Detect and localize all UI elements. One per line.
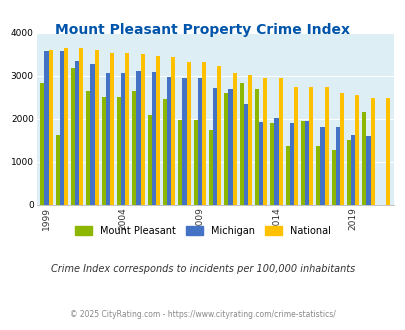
Bar — [354, 95, 358, 205]
Bar — [117, 97, 121, 205]
Bar — [110, 53, 114, 205]
Bar — [346, 140, 350, 205]
Bar — [49, 50, 53, 205]
Bar — [385, 98, 389, 205]
Bar — [178, 120, 182, 205]
Bar — [366, 136, 370, 205]
Bar — [217, 66, 221, 205]
Bar — [274, 117, 278, 205]
Bar — [101, 97, 106, 205]
Bar — [213, 88, 217, 205]
Bar — [55, 135, 60, 205]
Bar — [331, 150, 335, 205]
Bar — [79, 48, 83, 205]
Bar — [270, 123, 274, 205]
Bar — [324, 87, 328, 205]
Bar — [228, 89, 232, 205]
Bar — [197, 78, 201, 205]
Bar — [132, 91, 136, 205]
Bar — [40, 83, 44, 205]
Bar — [239, 83, 243, 205]
Bar — [90, 64, 94, 205]
Legend: Mount Pleasant, Michigan, National: Mount Pleasant, Michigan, National — [75, 226, 330, 236]
Bar — [106, 73, 110, 205]
Bar — [147, 115, 151, 205]
Bar — [305, 120, 309, 205]
Bar — [156, 56, 160, 205]
Bar — [350, 135, 354, 205]
Bar — [75, 61, 79, 205]
Bar — [140, 54, 144, 205]
Bar — [171, 57, 175, 205]
Bar — [320, 127, 324, 205]
Bar — [232, 73, 236, 205]
Bar — [335, 127, 339, 205]
Text: Mount Pleasant Property Crime Index: Mount Pleasant Property Crime Index — [55, 23, 350, 37]
Bar — [243, 104, 247, 205]
Bar — [60, 51, 64, 205]
Bar — [361, 112, 366, 205]
Bar — [162, 100, 167, 205]
Bar — [293, 86, 297, 205]
Bar — [121, 73, 125, 205]
Bar — [136, 71, 140, 205]
Bar — [224, 93, 228, 205]
Bar — [44, 50, 49, 205]
Bar — [370, 98, 374, 205]
Bar — [186, 62, 190, 205]
Bar — [167, 77, 171, 205]
Bar — [247, 75, 252, 205]
Bar — [201, 62, 206, 205]
Bar — [339, 93, 343, 205]
Bar — [64, 48, 68, 205]
Bar — [254, 89, 258, 205]
Bar — [315, 146, 320, 205]
Bar — [289, 123, 293, 205]
Bar — [151, 72, 156, 205]
Bar — [125, 53, 129, 205]
Bar — [209, 130, 213, 205]
Bar — [285, 146, 289, 205]
Bar — [300, 121, 305, 205]
Bar — [258, 122, 262, 205]
Bar — [193, 120, 197, 205]
Bar — [278, 78, 282, 205]
Bar — [86, 91, 90, 205]
Text: © 2025 CityRating.com - https://www.cityrating.com/crime-statistics/: © 2025 CityRating.com - https://www.city… — [70, 310, 335, 319]
Bar — [182, 78, 186, 205]
Bar — [71, 68, 75, 205]
Bar — [94, 50, 98, 205]
Text: Crime Index corresponds to incidents per 100,000 inhabitants: Crime Index corresponds to incidents per… — [51, 264, 354, 274]
Bar — [309, 87, 313, 205]
Bar — [262, 78, 267, 205]
